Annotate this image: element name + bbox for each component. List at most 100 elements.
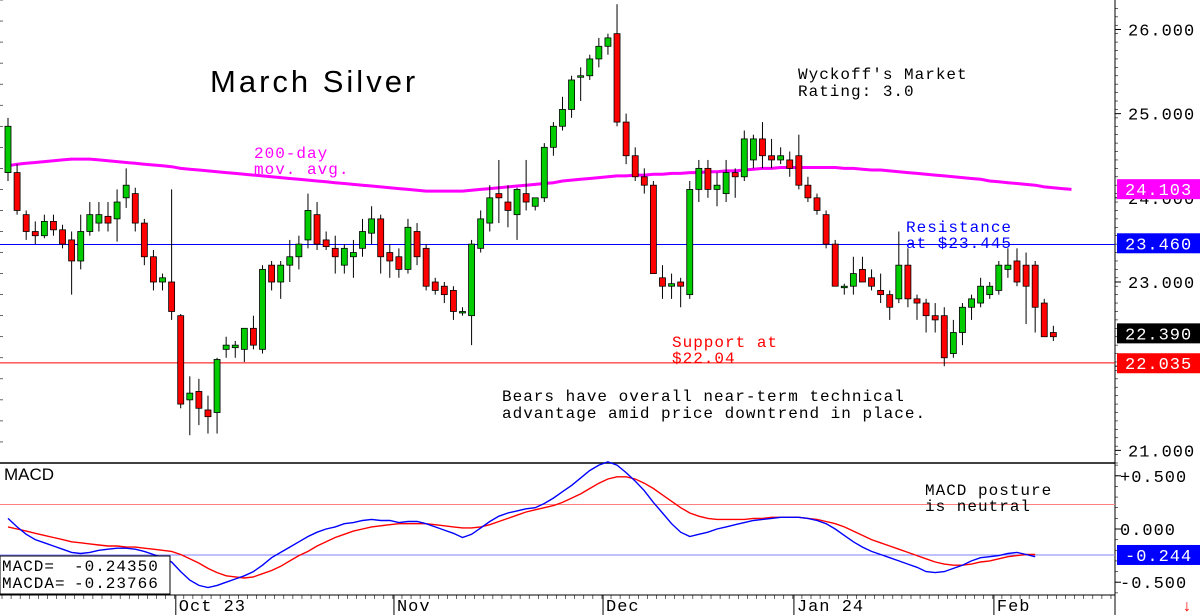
candle-up (513, 189, 521, 216)
candle-down (922, 302, 930, 317)
candle-down (59, 229, 66, 245)
support-annotation-1: Support at (672, 334, 778, 352)
candle-down (413, 231, 421, 258)
candle-down (395, 256, 403, 270)
price-reference-lines (0, 244, 1115, 364)
candle-down (649, 184, 657, 274)
price-badge-label: 22.390 (1125, 326, 1192, 345)
rating-line-2: Rating: 3.0 (798, 83, 915, 101)
candle-up (695, 167, 703, 190)
candle-down (250, 327, 257, 346)
macd-ticks: +0.500 0.000 -0.500 -0.244 (1115, 464, 1200, 594)
chart-title: March Silver (210, 64, 418, 99)
candle-down (377, 218, 385, 258)
date-label: Feb (997, 598, 1031, 615)
candle-down (422, 247, 430, 287)
candle-down (831, 243, 839, 287)
candle-up (895, 264, 903, 300)
outlook-annotation-2: advantage amid price downtrend in place. (502, 405, 926, 423)
ma-annotation-2: mov. avg. (254, 161, 349, 179)
candle-down (631, 155, 639, 178)
resistance-annotation-1: Resistance (906, 219, 1012, 237)
candle-up (586, 58, 594, 77)
macd-annotation-2: is neutral (925, 498, 1031, 516)
ma-annotation-1: 200-day (254, 145, 328, 163)
price-badge (1117, 179, 1200, 200)
candle-down (168, 281, 176, 312)
candle-down (131, 193, 139, 224)
candle-down (22, 214, 30, 232)
candle-up (531, 197, 539, 207)
price-badge (1117, 323, 1200, 344)
candle-up (459, 311, 466, 314)
resistance-annotation-2: at $23.445 (906, 235, 1012, 253)
candle-up (340, 247, 348, 266)
support-annotation-2: $22.04 (672, 350, 736, 368)
date-axis: Oct 23 Nov Dec Jan 24 Feb (1, 595, 1112, 615)
macd-badge (1117, 544, 1200, 565)
candle-up (949, 332, 957, 354)
candle-down (331, 247, 339, 258)
macd-panel-title: MACD (4, 465, 54, 484)
price-badge-label: 23.460 (1125, 236, 1192, 255)
candle-up (577, 75, 585, 78)
candle-down (204, 409, 212, 418)
candle-up (959, 306, 966, 333)
date-label: Oct 23 (179, 598, 246, 615)
macd-readout-value: -0.24350 (74, 558, 159, 576)
candle-down (813, 197, 821, 211)
candle-down (150, 256, 157, 283)
candle-up (559, 109, 566, 127)
outlook-annotation-1: Bears have overall near-term technical (502, 388, 905, 406)
candle-up (86, 214, 94, 232)
candle-up (740, 138, 748, 178)
candle-up (668, 283, 675, 287)
candle-down (786, 159, 794, 169)
candle-down (940, 315, 948, 359)
candle-up (840, 285, 848, 289)
candle-up (595, 45, 603, 60)
candle-up (95, 214, 103, 224)
candle-down (322, 239, 330, 248)
candle-up (968, 298, 975, 308)
date-label: Dec (606, 598, 640, 615)
candle-down (431, 281, 439, 291)
price-tick-label: 23.000 (1128, 275, 1195, 294)
candle-up (240, 327, 248, 350)
scroll-arrow-icon[interactable]: ↓ (1183, 598, 1191, 615)
candle-up (1004, 264, 1012, 270)
candle-down (522, 193, 530, 203)
price-badge (1117, 233, 1200, 254)
ma200-layer (7, 157, 1072, 193)
candle-down (504, 201, 512, 211)
candle-down (440, 285, 448, 296)
candle-up (986, 285, 994, 296)
price-tick-label: 25.000 (1128, 107, 1195, 126)
candle-up (550, 125, 557, 148)
candle-down (495, 193, 503, 199)
candles (4, 4, 1057, 436)
macd-tick-label: +0.500 (1120, 469, 1187, 488)
price-tick-label: 21.000 (1128, 443, 1195, 462)
candle-up (686, 189, 694, 296)
candle-up (231, 344, 239, 349)
candle-down (677, 281, 685, 287)
candle-down (640, 176, 648, 186)
candle-up (77, 231, 85, 262)
candle-up (186, 392, 194, 401)
macda-readout-label: MACDA= (2, 575, 66, 593)
candle-up (486, 197, 494, 224)
candle-down (1013, 260, 1021, 283)
candle-down (795, 155, 803, 186)
candle-up (404, 226, 412, 270)
price-badges: 24.103 23.460 22.390 22.035 (1117, 179, 1200, 375)
candle-up (477, 218, 485, 249)
candle-up (213, 359, 221, 413)
candle-up (540, 146, 548, 199)
candle-down (731, 172, 739, 178)
candle-down (1022, 264, 1030, 287)
candle-down (877, 290, 885, 296)
price-badge (1117, 353, 1200, 374)
candle-up (159, 277, 166, 283)
